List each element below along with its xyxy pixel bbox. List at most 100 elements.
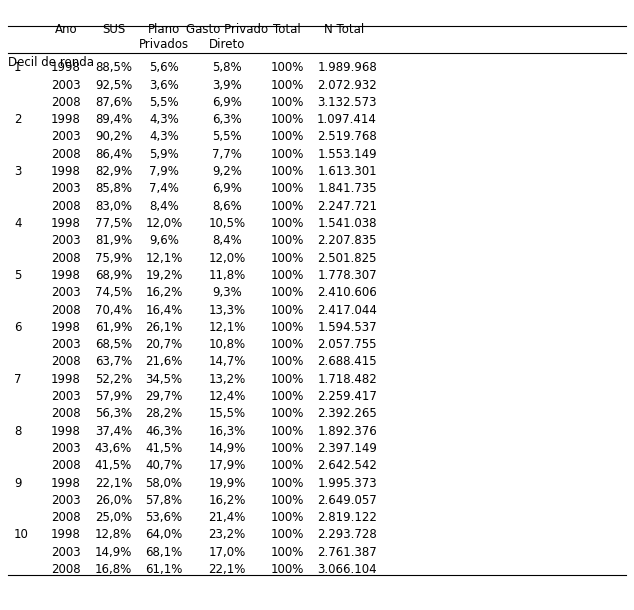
Text: 2.057.755: 2.057.755 [318,338,377,351]
Text: 61,1%: 61,1% [145,563,183,576]
Text: 10: 10 [14,528,29,542]
Text: 2.259.417: 2.259.417 [317,390,377,403]
Text: 6,9%: 6,9% [212,182,242,195]
Text: 16,8%: 16,8% [95,563,132,576]
Text: 9,6%: 9,6% [149,234,179,247]
Text: 6,3%: 6,3% [212,113,242,126]
Text: 87,6%: 87,6% [95,96,132,109]
Text: 1998: 1998 [51,113,81,126]
Text: 28,2%: 28,2% [145,407,183,420]
Text: 2003: 2003 [51,286,81,300]
Text: 63,7%: 63,7% [95,356,132,368]
Text: 68,1%: 68,1% [145,546,183,559]
Text: 19,2%: 19,2% [145,269,183,282]
Text: 3.066.104: 3.066.104 [318,563,377,576]
Text: 16,2%: 16,2% [209,494,246,507]
Text: 4,3%: 4,3% [149,131,179,143]
Text: 20,7%: 20,7% [145,338,183,351]
Text: 26,0%: 26,0% [95,494,132,507]
Text: 100%: 100% [270,96,304,109]
Text: 5,6%: 5,6% [149,61,179,74]
Text: 2: 2 [14,113,22,126]
Text: 2003: 2003 [51,79,81,92]
Text: 70,4%: 70,4% [95,304,132,317]
Text: 12,0%: 12,0% [145,217,183,230]
Text: 26,1%: 26,1% [145,321,183,334]
Text: 12,8%: 12,8% [95,528,132,542]
Text: 5,5%: 5,5% [212,131,242,143]
Text: 1.841.735: 1.841.735 [318,182,377,195]
Text: 22,1%: 22,1% [94,476,132,490]
Text: 8,4%: 8,4% [149,199,179,213]
Text: 100%: 100% [270,234,304,247]
Text: 2.642.542: 2.642.542 [317,459,377,472]
Text: 2003: 2003 [51,546,81,559]
Text: 12,1%: 12,1% [145,251,183,265]
Text: 10,5%: 10,5% [209,217,245,230]
Text: 2008: 2008 [51,148,81,161]
Text: 100%: 100% [270,79,304,92]
Text: 100%: 100% [270,528,304,542]
Text: 100%: 100% [270,165,304,178]
Text: N Total: N Total [324,23,364,35]
Text: 100%: 100% [270,494,304,507]
Text: 7,4%: 7,4% [149,182,179,195]
Text: 85,8%: 85,8% [95,182,132,195]
Text: 100%: 100% [270,321,304,334]
Text: 77,5%: 77,5% [95,217,132,230]
Text: 100%: 100% [270,476,304,490]
Text: 23,2%: 23,2% [209,528,246,542]
Text: 2.293.728: 2.293.728 [317,528,377,542]
Text: 17,9%: 17,9% [209,459,246,472]
Text: 41,5%: 41,5% [95,459,132,472]
Text: 100%: 100% [270,338,304,351]
Text: 2003: 2003 [51,131,81,143]
Text: 2008: 2008 [51,407,81,420]
Text: 40,7%: 40,7% [145,459,183,472]
Text: 90,2%: 90,2% [95,131,132,143]
Text: 12,1%: 12,1% [209,321,246,334]
Text: 100%: 100% [270,442,304,455]
Text: 83,0%: 83,0% [95,199,132,213]
Text: 1.541.038: 1.541.038 [318,217,377,230]
Text: 12,0%: 12,0% [209,251,246,265]
Text: Decil de renda: Decil de renda [8,56,94,69]
Text: 81,9%: 81,9% [95,234,132,247]
Text: 100%: 100% [270,199,304,213]
Text: Gasto Privado
Direto: Gasto Privado Direto [186,23,268,51]
Text: 37,4%: 37,4% [95,425,132,437]
Text: 100%: 100% [270,425,304,437]
Text: 57,8%: 57,8% [145,494,183,507]
Text: 100%: 100% [270,563,304,576]
Text: Ano: Ano [55,23,77,35]
Text: 3: 3 [14,165,22,178]
Text: 1.995.373: 1.995.373 [318,476,377,490]
Text: 3,6%: 3,6% [149,79,179,92]
Text: 1998: 1998 [51,373,81,386]
Text: 100%: 100% [270,148,304,161]
Text: Total: Total [273,23,301,35]
Text: 52,2%: 52,2% [95,373,132,386]
Text: 1998: 1998 [51,61,81,74]
Text: 7,7%: 7,7% [212,148,242,161]
Text: 8,6%: 8,6% [212,199,242,213]
Text: 1.553.149: 1.553.149 [318,148,377,161]
Text: 13,3%: 13,3% [209,304,245,317]
Text: 1998: 1998 [51,528,81,542]
Text: 2003: 2003 [51,234,81,247]
Text: 100%: 100% [270,113,304,126]
Text: 34,5%: 34,5% [145,373,183,386]
Text: 21,4%: 21,4% [209,511,246,524]
Text: 1998: 1998 [51,425,81,437]
Text: 4: 4 [14,217,22,230]
Text: 1: 1 [14,61,22,74]
Text: 46,3%: 46,3% [145,425,183,437]
Text: 16,4%: 16,4% [145,304,183,317]
Text: 100%: 100% [270,459,304,472]
Text: 2008: 2008 [51,356,81,368]
Text: 2003: 2003 [51,338,81,351]
Text: 1998: 1998 [51,165,81,178]
Text: 82,9%: 82,9% [95,165,132,178]
Text: 100%: 100% [270,356,304,368]
Text: 1998: 1998 [51,476,81,490]
